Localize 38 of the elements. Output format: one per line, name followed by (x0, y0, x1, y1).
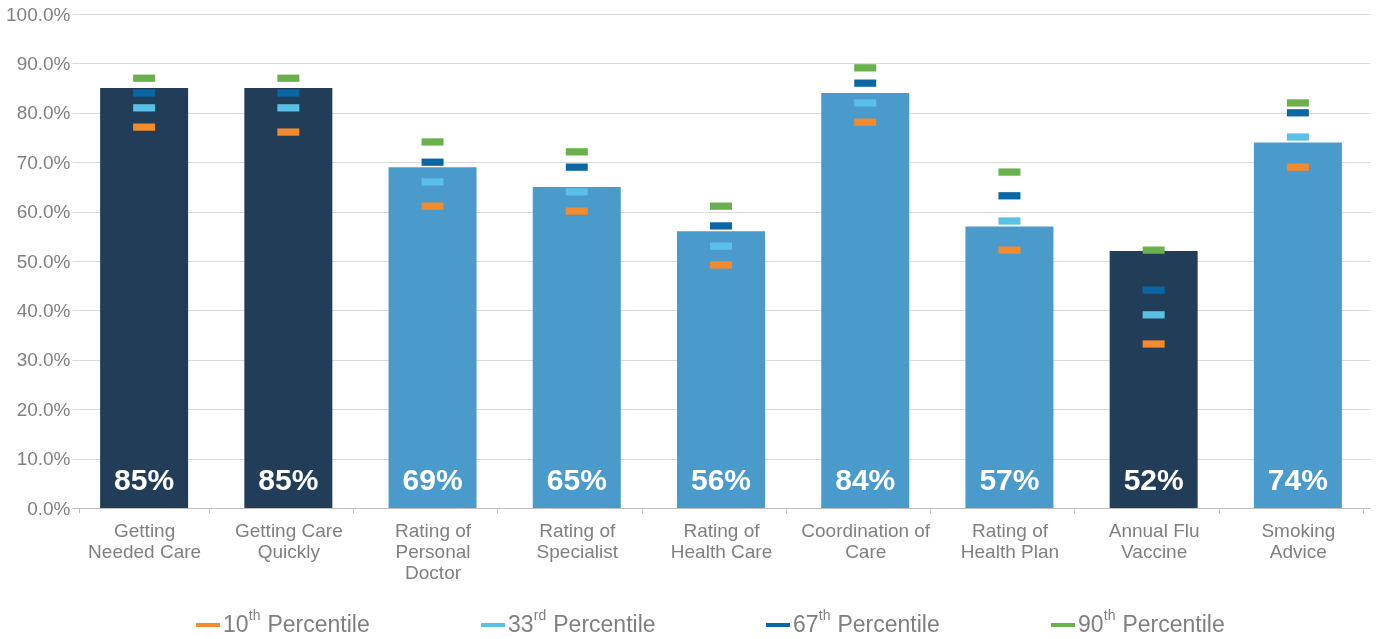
data-label: 65% (546, 463, 607, 496)
y-tick-label: 80.0% (16, 102, 71, 124)
data-label: 69% (402, 463, 463, 496)
y-tick-label: 90.0% (16, 52, 71, 74)
x-tick-label: Coordination of Care (801, 519, 931, 562)
y-tick-label: 0.0% (27, 497, 71, 519)
bar (388, 167, 477, 508)
y-tick-label: 70.0% (16, 151, 71, 173)
y-tick-label: 30.0% (16, 349, 71, 371)
x-tick-label: Smoking Advice (1261, 519, 1336, 562)
data-label: 56% (690, 463, 752, 496)
data-label: 84% (835, 463, 896, 496)
x-tick-label: Getting Needed Care (88, 519, 202, 562)
data-label: 85% (114, 463, 175, 496)
y-tick-label: 20.0% (16, 398, 71, 420)
x-tick-label: Getting Care Quickly (234, 519, 343, 562)
bar (1109, 251, 1198, 508)
bar (100, 88, 189, 508)
data-label: 74% (1267, 463, 1328, 496)
x-tick-label: Annual Flu Vaccine (1108, 519, 1200, 562)
bar (965, 226, 1054, 508)
data-label: 57% (979, 463, 1040, 496)
bar (1253, 142, 1342, 508)
x-tick-label: Rating of Specialist (536, 519, 619, 562)
y-tick-label: 100.0% (6, 3, 71, 25)
y-tick-label: 60.0% (16, 201, 71, 223)
data-label: 52% (1123, 463, 1184, 496)
bar (244, 88, 333, 508)
x-tick-label: Rating of Personal Doctor (395, 519, 472, 583)
y-tick-label: 50.0% (16, 250, 71, 272)
y-tick-label: 40.0% (16, 299, 71, 321)
y-tick-label: 10.0% (16, 448, 71, 470)
bar (821, 93, 910, 508)
data-label: 85% (258, 463, 319, 496)
x-tick-label: Rating of Health Care (670, 519, 773, 562)
x-tick-label: Rating of Health Plan (960, 519, 1060, 562)
bar (677, 231, 765, 508)
bar (532, 186, 621, 508)
